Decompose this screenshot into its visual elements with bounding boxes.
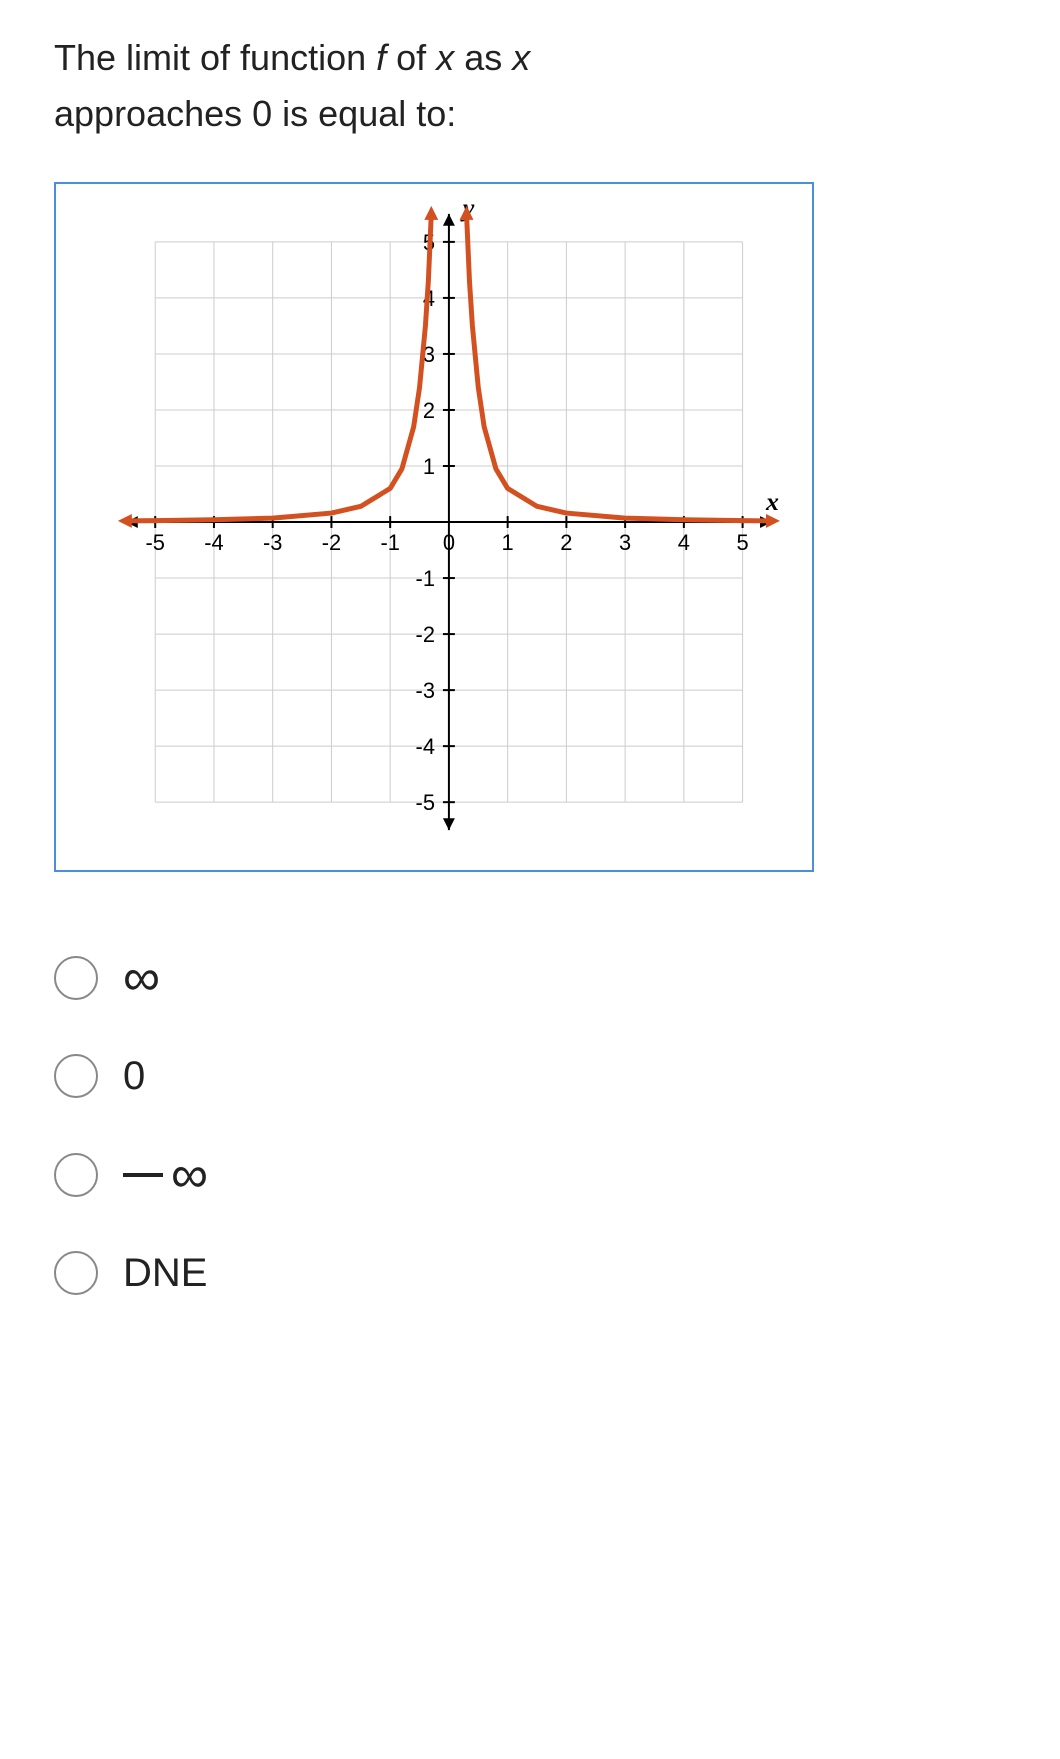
option-label-infinity: ∞ xyxy=(123,952,160,1004)
svg-text:-4: -4 xyxy=(204,529,223,554)
svg-text:1: 1 xyxy=(502,529,514,554)
svg-text:-4: -4 xyxy=(416,734,435,759)
svg-text:-2: -2 xyxy=(416,622,435,647)
svg-text:3: 3 xyxy=(619,529,631,554)
svg-text:0: 0 xyxy=(443,529,455,554)
option-label-zero: 0 xyxy=(123,1054,145,1099)
q-x1: x xyxy=(436,37,464,78)
neg-inf-symbol: ∞ xyxy=(171,1149,208,1201)
option-label-dne: DNE xyxy=(123,1251,207,1296)
svg-text:5: 5 xyxy=(737,529,749,554)
q-f: f xyxy=(376,37,396,78)
question-line1: The limit of function f of x as x xyxy=(54,37,530,78)
svg-text:-2: -2 xyxy=(322,529,341,554)
q-text-1: The limit of function xyxy=(54,37,376,78)
radio-button[interactable] xyxy=(54,956,98,1000)
svg-text:-1: -1 xyxy=(416,566,435,591)
q-text-3: as xyxy=(464,37,512,78)
svg-text:x: x xyxy=(765,487,779,516)
limit-chart: -5-4-3-2-1012345-5-4-3-2-112345xy xyxy=(54,182,814,872)
option-neg-infinity[interactable]: ∞ xyxy=(54,1149,1006,1201)
svg-text:-1: -1 xyxy=(380,529,399,554)
svg-text:-5: -5 xyxy=(416,790,435,815)
option-dne[interactable]: DNE xyxy=(54,1251,1006,1296)
radio-button[interactable] xyxy=(54,1054,98,1098)
svg-text:-3: -3 xyxy=(416,678,435,703)
svg-text:2: 2 xyxy=(423,398,435,423)
chart-svg: -5-4-3-2-1012345-5-4-3-2-112345xy xyxy=(66,194,802,860)
svg-text:-3: -3 xyxy=(263,529,282,554)
question-line2: approaches 0 is equal to: xyxy=(54,93,456,134)
minus-icon xyxy=(123,1173,163,1177)
radio-button[interactable] xyxy=(54,1153,98,1197)
svg-text:2: 2 xyxy=(560,529,572,554)
q-text-2: of xyxy=(396,37,436,78)
svg-text:-5: -5 xyxy=(146,529,165,554)
answer-options: ∞ 0 ∞ DNE xyxy=(54,952,1006,1296)
q-x2: x xyxy=(512,37,530,78)
radio-button[interactable] xyxy=(54,1251,98,1295)
question-text: The limit of function f of x as x approa… xyxy=(54,30,1006,142)
svg-text:1: 1 xyxy=(423,454,435,479)
option-label-neg-infinity: ∞ xyxy=(123,1149,208,1201)
option-infinity[interactable]: ∞ xyxy=(54,952,1006,1004)
option-zero[interactable]: 0 xyxy=(54,1054,1006,1099)
svg-text:4: 4 xyxy=(678,529,690,554)
